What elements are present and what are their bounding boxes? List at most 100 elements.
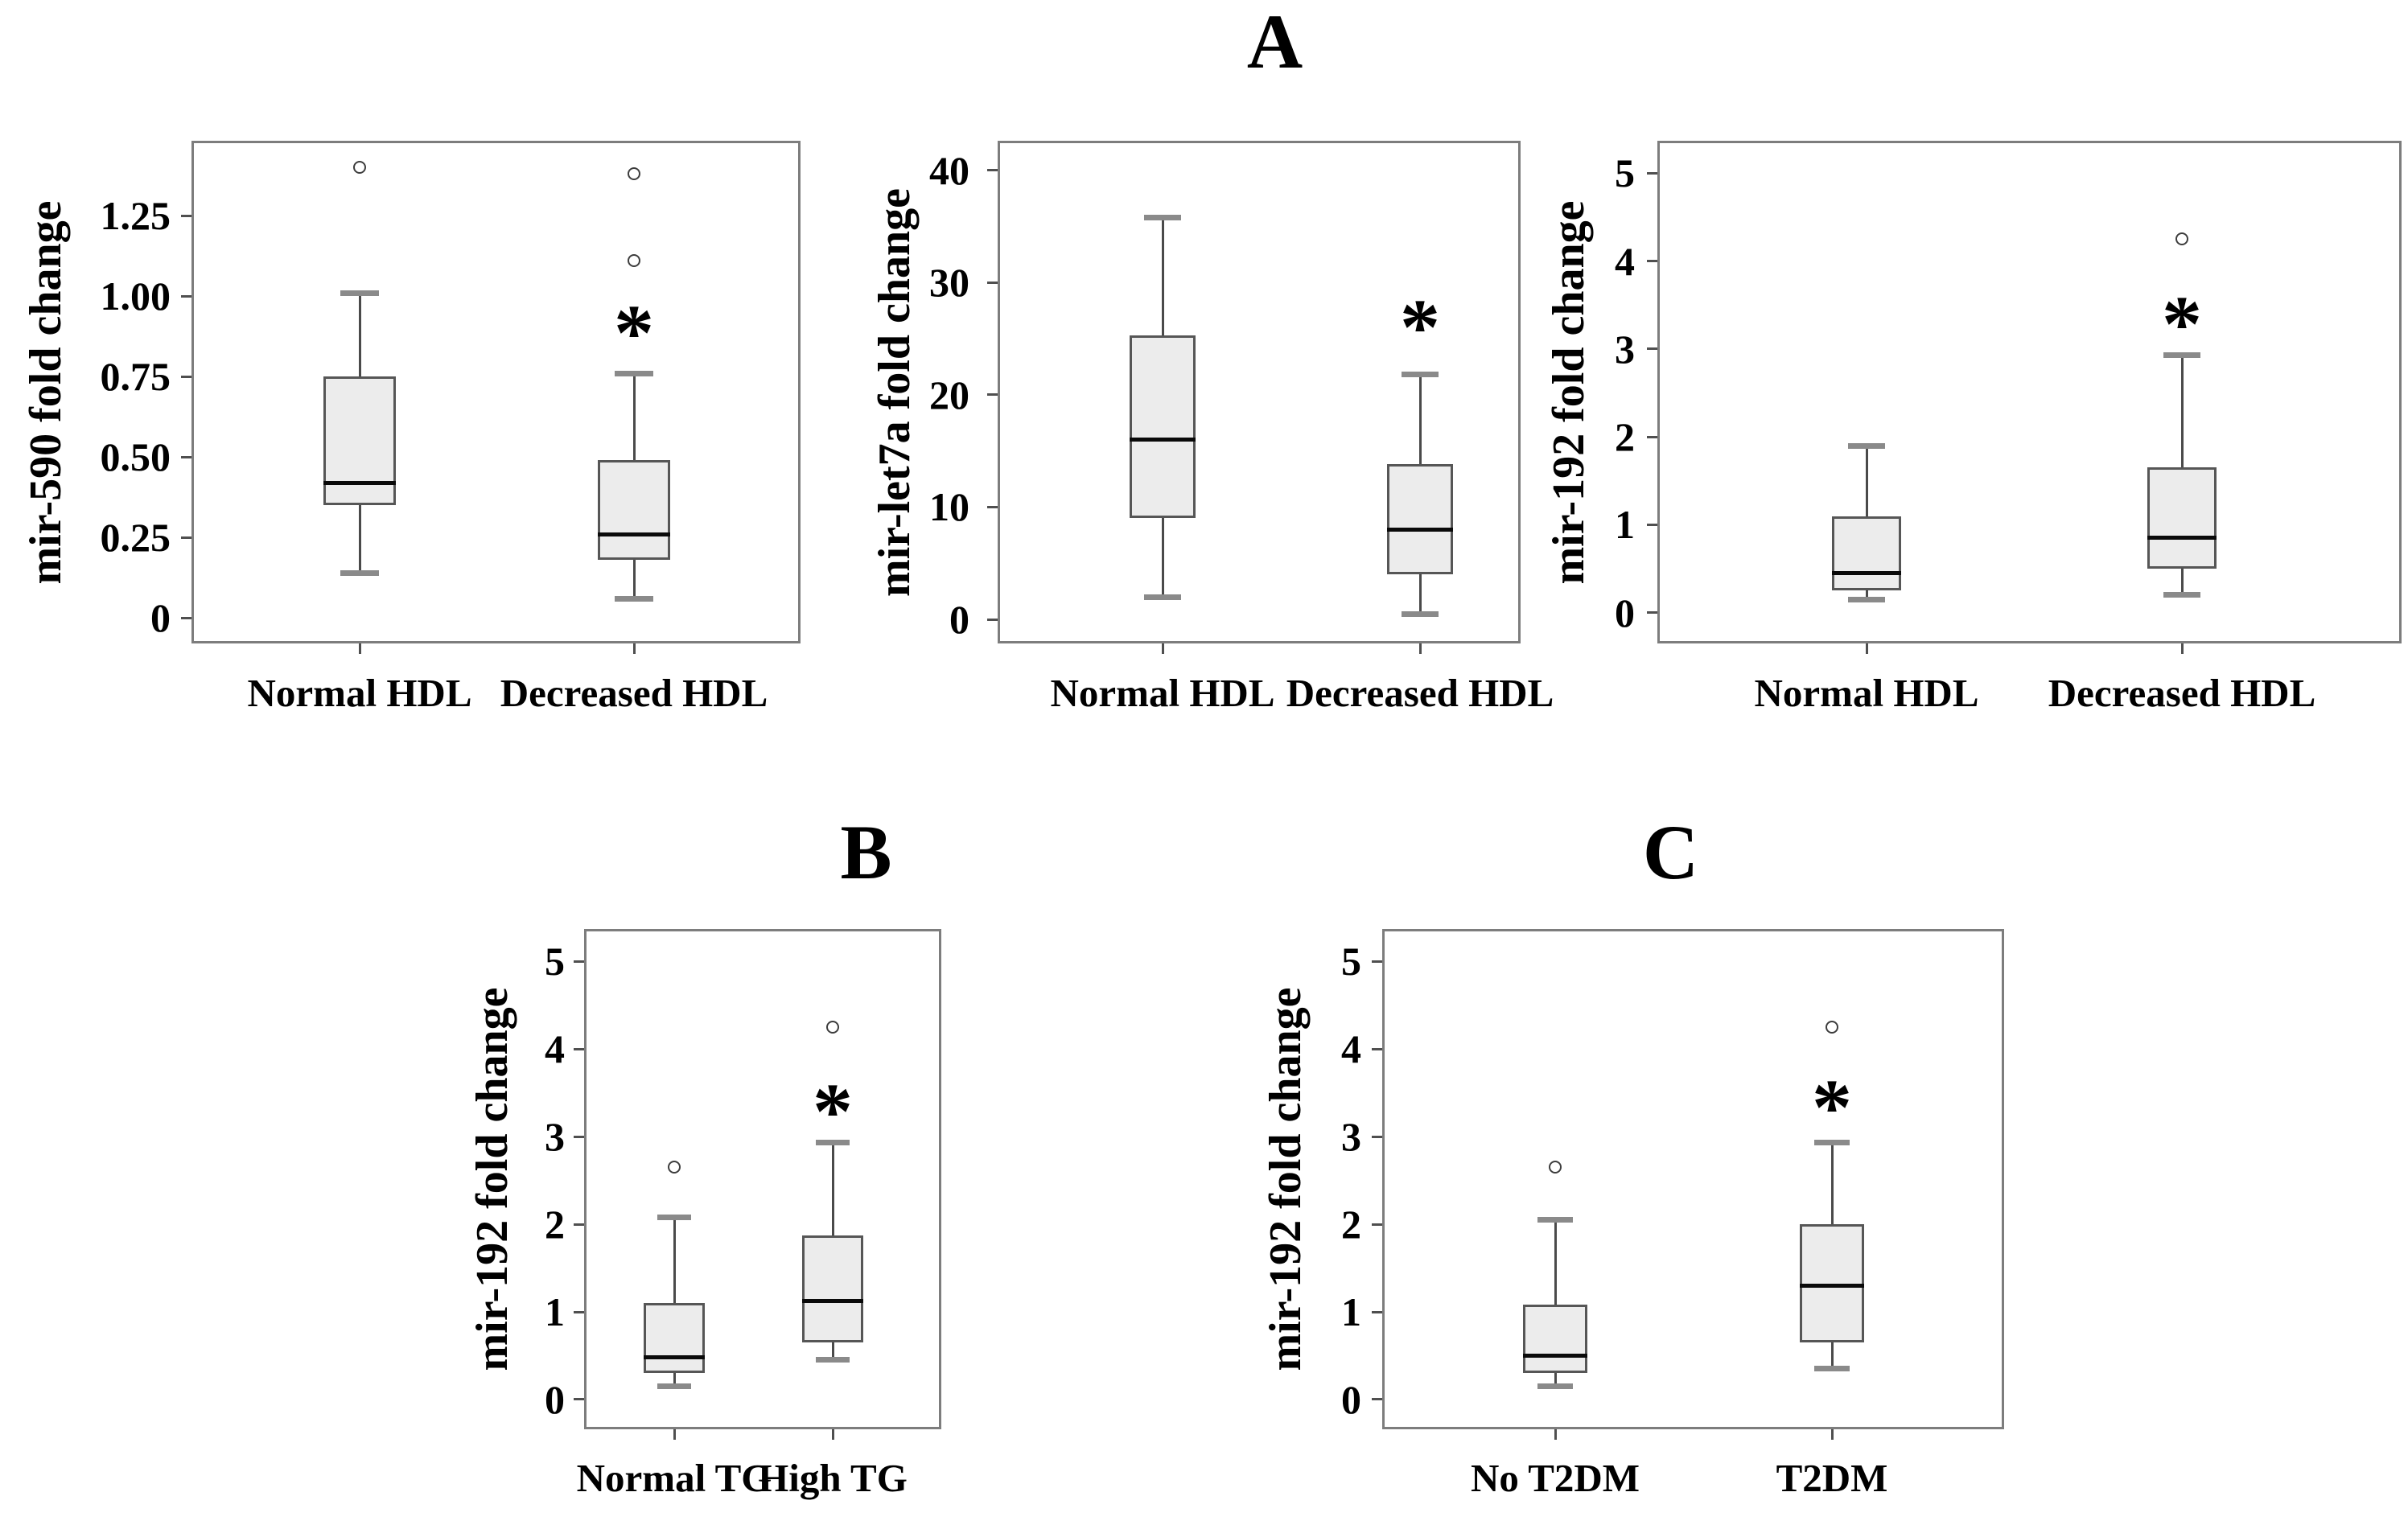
y-tick-mark — [1372, 1223, 1382, 1226]
outlier-point — [1825, 1020, 1838, 1034]
y-tick-label: 1 — [1615, 502, 1635, 548]
y-tick-mark — [181, 375, 191, 378]
whisker-cap-upper — [657, 1214, 691, 1220]
y-tick-label: 0.75 — [100, 354, 171, 399]
y-tick-mark — [987, 281, 998, 284]
box — [1387, 464, 1453, 575]
y-tick-label: 1.00 — [100, 273, 171, 319]
median-line — [1523, 1353, 1587, 1358]
y-tick-mark — [1647, 347, 1657, 351]
y-tick-mark — [1372, 960, 1382, 963]
whisker-upper — [1161, 217, 1164, 336]
y-tick-label: 10 — [929, 484, 969, 530]
significance-star: * — [614, 288, 654, 377]
y-tick-mark — [1372, 1398, 1382, 1401]
whisker-lower — [2180, 569, 2184, 595]
y-tick-label: 2 — [1615, 414, 1635, 460]
median-line — [598, 532, 670, 536]
x-tick-mark — [1418, 643, 1422, 654]
whisker-upper — [632, 373, 636, 460]
y-tick-mark — [181, 616, 191, 619]
whisker-cap-upper — [1814, 1140, 1850, 1146]
whisker-lower — [358, 505, 361, 573]
x-tick-mark — [632, 643, 636, 654]
median-line — [1130, 438, 1196, 442]
significance-star: * — [1812, 1062, 1852, 1152]
outlier-point — [352, 160, 366, 174]
whisker-lower — [1161, 518, 1164, 598]
y-tick-label: 3 — [1615, 326, 1635, 372]
whisker-cap-lower — [1144, 594, 1181, 600]
x-tick-mark — [673, 1429, 676, 1440]
whisker-cap-upper — [1402, 372, 1439, 378]
box — [323, 376, 396, 505]
significance-star: * — [1400, 282, 1440, 372]
whisker-cap-upper — [1848, 442, 1885, 449]
y-tick-label: 1 — [545, 1289, 565, 1335]
y-tick-label: 1.25 — [100, 193, 171, 238]
whisker-lower — [673, 1373, 676, 1387]
significance-star: * — [2162, 278, 2202, 368]
whisker-cap-lower — [816, 1357, 850, 1363]
plot-frame-A3 — [1657, 141, 2402, 643]
median-line — [802, 1299, 863, 1304]
y-tick-mark — [181, 294, 191, 298]
panel-label-a: A — [1246, 0, 1304, 84]
y-tick-label: 0 — [545, 1376, 565, 1422]
category-label: High TG — [758, 1456, 908, 1500]
x-tick-mark — [2180, 643, 2184, 654]
whisker-cap-upper — [340, 290, 379, 296]
y-tick-label: 4 — [1341, 1026, 1361, 1072]
y-tick-mark — [574, 1398, 584, 1401]
box — [1130, 335, 1196, 519]
y-tick-mark — [181, 536, 191, 539]
whisker-upper — [831, 1142, 834, 1236]
category-label: Normal TG — [576, 1456, 772, 1500]
box — [598, 460, 670, 560]
box — [1523, 1305, 1587, 1374]
x-tick-mark — [831, 1429, 834, 1440]
y-tick-mark — [574, 960, 584, 963]
y-tick-mark — [1647, 523, 1657, 526]
category-label: No T2DM — [1470, 1456, 1640, 1500]
significance-star: * — [813, 1067, 853, 1157]
outlier-point — [627, 166, 640, 180]
y-tick-mark — [1372, 1310, 1382, 1313]
y-tick-mark — [1372, 1135, 1382, 1138]
y-tick-mark — [574, 1223, 584, 1226]
x-tick-mark — [1830, 1429, 1834, 1440]
category-label: Decreased HDL — [2048, 671, 2316, 715]
x-tick-mark — [1865, 643, 1868, 654]
y-tick-label: 0 — [1341, 1376, 1361, 1422]
whisker-lower — [1830, 1342, 1834, 1369]
box — [1800, 1224, 1864, 1343]
whisker-upper — [673, 1217, 676, 1304]
whisker-upper — [1865, 446, 1868, 516]
plot-frame-B — [584, 929, 941, 1429]
y-tick-label: 0 — [949, 597, 969, 642]
whisker-cap-lower — [657, 1383, 691, 1390]
y-tick-label: 0.25 — [100, 515, 171, 560]
plot-frame-A1 — [191, 141, 801, 643]
y-tick-mark — [574, 1135, 584, 1138]
whisker-cap-upper — [2163, 352, 2200, 359]
median-line — [1800, 1283, 1864, 1288]
median-line — [644, 1355, 705, 1360]
x-tick-mark — [358, 643, 361, 654]
median-line — [1387, 527, 1453, 532]
x-tick-mark — [1554, 1429, 1557, 1440]
box — [802, 1235, 863, 1343]
whisker-upper — [1554, 1219, 1557, 1305]
y-tick-mark — [1647, 171, 1657, 175]
y-tick-label: 0 — [1615, 590, 1635, 635]
whisker-upper — [358, 293, 361, 376]
median-line — [2147, 536, 2217, 541]
y-tick-mark — [574, 1047, 584, 1050]
y-tick-label: 4 — [1615, 238, 1635, 284]
y-tick-mark — [1372, 1047, 1382, 1050]
y-tick-mark — [987, 618, 998, 621]
y-tick-label: 2 — [545, 1202, 565, 1248]
category-label: Normal HDL — [247, 671, 472, 715]
y-tick-mark — [987, 169, 998, 172]
